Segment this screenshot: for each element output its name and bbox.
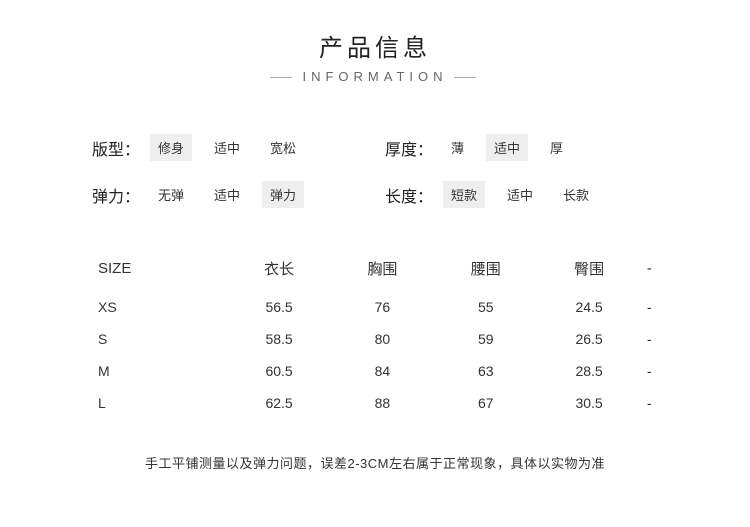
attribute-option: 宽松 xyxy=(262,134,304,161)
size-table-cell: 80 xyxy=(331,323,434,355)
size-table-row: L62.5886730.5- xyxy=(92,387,658,419)
size-table-cell: S xyxy=(92,323,227,355)
size-table-cell: 67 xyxy=(434,387,537,419)
header: 产品信息 INFORMATION xyxy=(0,0,750,86)
size-table-header-cell: 衣长 xyxy=(227,250,330,291)
footnote: 手工平铺测量以及弹力问题，误差2-3CM左右属于正常现象，具体以实物为准 xyxy=(0,453,750,472)
attribute-option: 适中 xyxy=(206,181,248,208)
attribute-option: 无弹 xyxy=(150,181,192,208)
size-table-header-cell: 臀围 xyxy=(537,250,640,291)
size-table-cell: - xyxy=(641,387,658,419)
size-table-cell: L xyxy=(92,387,227,419)
size-table-cell: 60.5 xyxy=(227,355,330,387)
size-table-header-cell: - xyxy=(641,250,658,291)
size-table-cell: 88 xyxy=(331,387,434,419)
size-table-cell: 59 xyxy=(434,323,537,355)
size-table-cell: - xyxy=(641,291,658,323)
attribute-label: 版型： xyxy=(92,136,140,160)
attribute-option: 薄 xyxy=(443,134,472,161)
size-table-cell: 62.5 xyxy=(227,387,330,419)
attribute-row: 长度： 短款适中长款 xyxy=(385,181,658,208)
size-table-header-cell: SIZE xyxy=(92,250,227,291)
attribute-row: 版型： 修身适中宽松 xyxy=(92,134,365,161)
attribute-option: 修身 xyxy=(150,134,192,161)
attribute-label: 弹力： xyxy=(92,183,140,207)
attribute-option: 长款 xyxy=(555,181,597,208)
size-table-cell: 63 xyxy=(434,355,537,387)
size-table-cell: 58.5 xyxy=(227,323,330,355)
size-table: SIZE衣长胸围腰围臀围- XS56.5765524.5-S58.5805926… xyxy=(92,250,658,419)
size-table-header-row: SIZE衣长胸围腰围臀围- xyxy=(92,250,658,291)
size-table-cell: 24.5 xyxy=(537,291,640,323)
attribute-option: 厚 xyxy=(542,134,571,161)
attribute-row: 弹力： 无弹适中弹力 xyxy=(92,181,365,208)
size-table-body: XS56.5765524.5-S58.5805926.5-M60.5846328… xyxy=(92,291,658,419)
title-chinese: 产品信息 xyxy=(0,28,750,63)
size-table-cell: 84 xyxy=(331,355,434,387)
size-table-inner: SIZE衣长胸围腰围臀围- XS56.5765524.5-S58.5805926… xyxy=(92,250,658,419)
title-english: INFORMATION xyxy=(302,69,447,84)
size-table-cell: 26.5 xyxy=(537,323,640,355)
size-table-cell: 55 xyxy=(434,291,537,323)
attributes-grid: 版型：修身适中宽松厚度：薄适中厚弹力：无弹适中弹力长度：短款适中长款 xyxy=(92,134,658,208)
size-table-row: XS56.5765524.5- xyxy=(92,291,658,323)
attribute-option: 短款 xyxy=(443,181,485,208)
size-table-row: M60.5846328.5- xyxy=(92,355,658,387)
attribute-option: 适中 xyxy=(499,181,541,208)
attribute-label: 长度： xyxy=(385,183,433,207)
size-table-cell: 28.5 xyxy=(537,355,640,387)
attribute-option: 适中 xyxy=(206,134,248,161)
attribute-row: 厚度： 薄适中厚 xyxy=(385,134,658,161)
size-table-cell: 56.5 xyxy=(227,291,330,323)
size-table-cell: - xyxy=(641,355,658,387)
size-table-row: S58.5805926.5- xyxy=(92,323,658,355)
attribute-option: 弹力 xyxy=(262,181,304,208)
attribute-label: 厚度： xyxy=(385,136,433,160)
size-table-cell: - xyxy=(641,323,658,355)
attribute-option: 适中 xyxy=(486,134,528,161)
size-table-cell: M xyxy=(92,355,227,387)
size-table-cell: XS xyxy=(92,291,227,323)
size-table-cell: 76 xyxy=(331,291,434,323)
size-table-header-cell: 腰围 xyxy=(434,250,537,291)
size-table-cell: 30.5 xyxy=(537,387,640,419)
size-table-header-cell: 胸围 xyxy=(331,250,434,291)
